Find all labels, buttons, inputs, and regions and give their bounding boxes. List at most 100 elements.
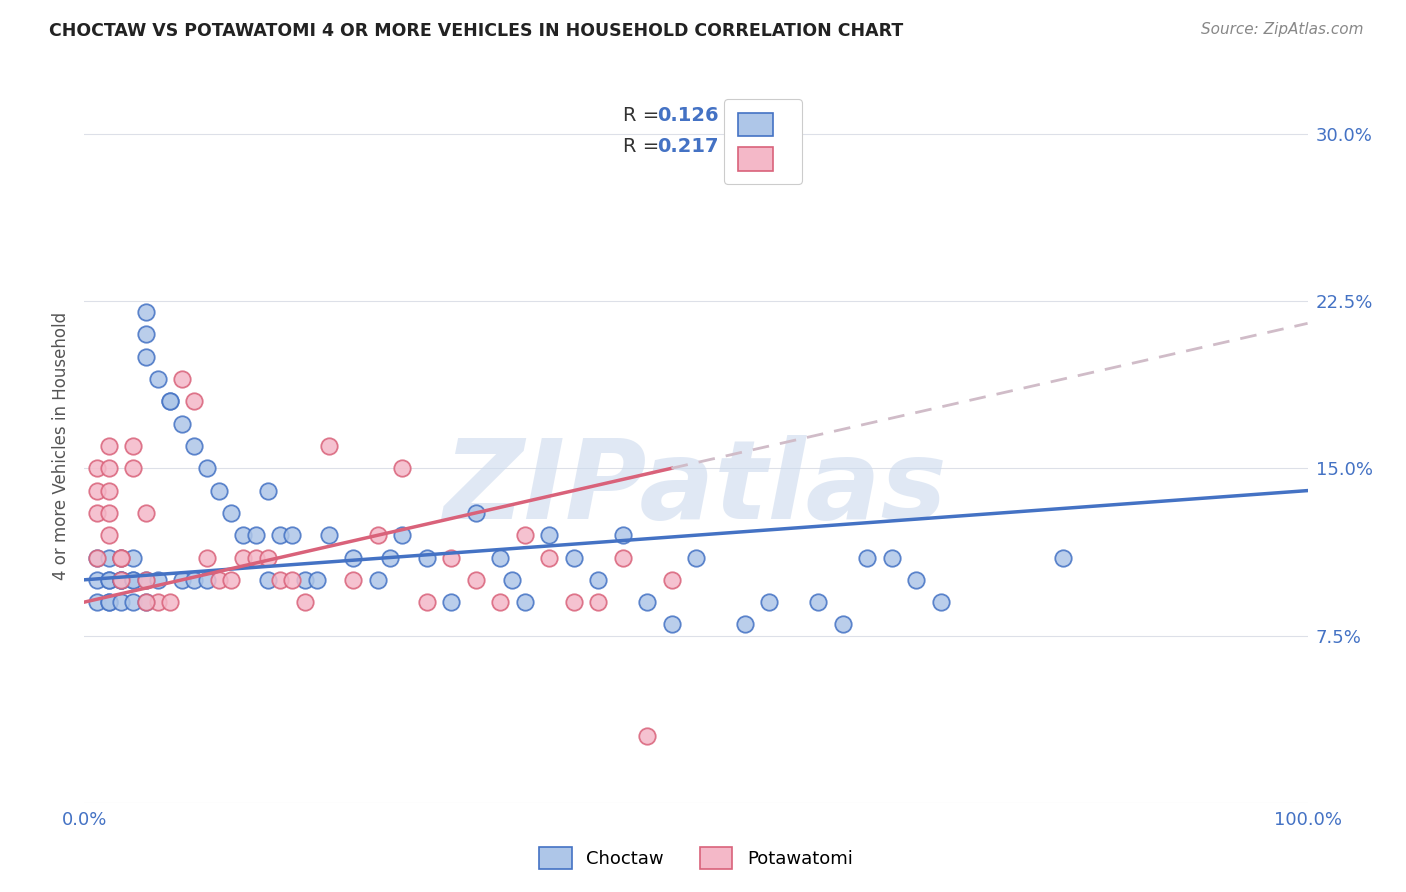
Point bbox=[232, 550, 254, 565]
Point bbox=[146, 372, 169, 386]
Point bbox=[380, 550, 402, 565]
Point bbox=[195, 550, 218, 565]
Point bbox=[831, 617, 853, 632]
Point bbox=[97, 550, 120, 565]
Point bbox=[135, 350, 157, 364]
Point bbox=[929, 595, 952, 609]
Point bbox=[135, 327, 157, 342]
Point bbox=[281, 573, 304, 587]
Point bbox=[538, 550, 561, 565]
Point bbox=[367, 528, 389, 542]
Point bbox=[513, 528, 536, 542]
Point bbox=[636, 729, 658, 743]
Point bbox=[464, 506, 486, 520]
Point bbox=[416, 595, 439, 609]
Point bbox=[135, 595, 157, 609]
Point bbox=[294, 573, 316, 587]
Text: ZIPatlas: ZIPatlas bbox=[444, 435, 948, 542]
Point bbox=[269, 573, 291, 587]
Point bbox=[110, 573, 132, 587]
Point bbox=[464, 573, 486, 587]
Point bbox=[135, 595, 157, 609]
Point bbox=[110, 550, 132, 565]
Text: 69: 69 bbox=[768, 106, 796, 125]
Point bbox=[318, 528, 340, 542]
Point bbox=[86, 550, 108, 565]
Point bbox=[294, 595, 316, 609]
Point bbox=[122, 595, 145, 609]
Point bbox=[661, 617, 683, 632]
Legend: Choctaw, Potawatomi: Choctaw, Potawatomi bbox=[531, 839, 860, 876]
Point bbox=[110, 595, 132, 609]
Point bbox=[97, 506, 120, 520]
Point bbox=[122, 573, 145, 587]
Point bbox=[97, 595, 120, 609]
Point bbox=[172, 573, 194, 587]
Point bbox=[135, 506, 157, 520]
Point bbox=[97, 595, 120, 609]
Point bbox=[183, 394, 205, 409]
Point bbox=[367, 573, 389, 587]
Point bbox=[172, 372, 194, 386]
Point bbox=[318, 439, 340, 453]
Point bbox=[391, 461, 413, 475]
Point bbox=[146, 573, 169, 587]
Point bbox=[183, 439, 205, 453]
Point bbox=[86, 461, 108, 475]
Point bbox=[122, 573, 145, 587]
Point bbox=[257, 483, 280, 498]
Text: R =: R = bbox=[623, 137, 665, 156]
Point bbox=[86, 550, 108, 565]
Point bbox=[562, 595, 585, 609]
Point bbox=[208, 483, 231, 498]
Point bbox=[97, 461, 120, 475]
Point bbox=[342, 573, 364, 587]
Point bbox=[86, 595, 108, 609]
Point bbox=[501, 573, 523, 587]
Point bbox=[232, 528, 254, 542]
Point bbox=[86, 506, 108, 520]
Point bbox=[97, 483, 120, 498]
Point bbox=[122, 550, 145, 565]
Point bbox=[86, 573, 108, 587]
Point bbox=[586, 573, 609, 587]
Point bbox=[97, 573, 120, 587]
Point bbox=[440, 550, 463, 565]
Text: N =: N = bbox=[711, 137, 775, 156]
Point bbox=[183, 573, 205, 587]
Point bbox=[758, 595, 780, 609]
Point bbox=[159, 394, 181, 409]
Y-axis label: 4 or more Vehicles in Household: 4 or more Vehicles in Household bbox=[52, 312, 70, 580]
Text: 0.126: 0.126 bbox=[657, 106, 718, 125]
Point bbox=[122, 461, 145, 475]
Point bbox=[305, 573, 328, 587]
Point bbox=[110, 573, 132, 587]
Point bbox=[135, 573, 157, 587]
Point bbox=[159, 394, 181, 409]
Point bbox=[661, 573, 683, 587]
Point bbox=[110, 573, 132, 587]
Point bbox=[257, 550, 280, 565]
Point bbox=[245, 528, 267, 542]
Text: Source: ZipAtlas.com: Source: ZipAtlas.com bbox=[1201, 22, 1364, 37]
Point bbox=[1052, 550, 1074, 565]
Point bbox=[208, 573, 231, 587]
Point bbox=[172, 417, 194, 431]
Point bbox=[734, 617, 756, 632]
Point bbox=[146, 595, 169, 609]
Point bbox=[86, 483, 108, 498]
Point bbox=[122, 439, 145, 453]
Text: 45: 45 bbox=[768, 137, 796, 156]
Point bbox=[97, 528, 120, 542]
Text: CHOCTAW VS POTAWATOMI 4 OR MORE VEHICLES IN HOUSEHOLD CORRELATION CHART: CHOCTAW VS POTAWATOMI 4 OR MORE VEHICLES… bbox=[49, 22, 904, 40]
Point bbox=[685, 550, 707, 565]
Point bbox=[612, 528, 634, 542]
Point bbox=[269, 528, 291, 542]
Point bbox=[219, 573, 242, 587]
Point bbox=[905, 573, 928, 587]
Point bbox=[245, 550, 267, 565]
Point bbox=[97, 439, 120, 453]
Point bbox=[135, 573, 157, 587]
Point bbox=[110, 573, 132, 587]
Text: 0.217: 0.217 bbox=[657, 137, 718, 156]
